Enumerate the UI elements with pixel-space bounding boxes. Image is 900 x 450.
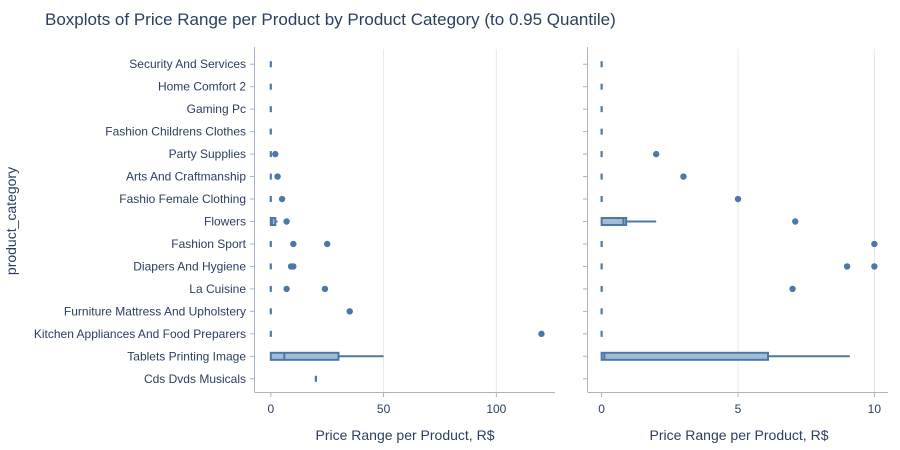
outlier-point [871,263,878,270]
outlier-point [283,285,290,293]
y-tick-label: Fashion Childrens Clothes [105,125,246,139]
y-tick-label: Tablets Printing Image [127,349,246,363]
y-tick-label: Cds Dvds Musicals [144,372,246,386]
outlier-point [272,150,279,158]
y-axis-title: product_category [3,167,19,275]
y-tick-label: Fashion Sport [171,237,246,251]
outlier-point [734,195,742,203]
chart-title: Boxplots of Price Range per Product by P… [45,10,616,29]
x-tick-label-right: 10 [868,402,882,416]
y-tick-label: Kitchen Appliances And Food Preparers [34,327,246,341]
outlier-point [283,218,290,225]
box-iqr [269,217,277,226]
y-tick-label: La Cuisine [189,282,246,296]
outlier-point [680,173,687,180]
outlier-point [792,218,799,225]
outlier-point [346,308,353,315]
outlier-point [274,173,281,180]
y-tick-label: Home Comfort 2 [158,80,246,94]
x-tick-label-right: 0 [598,402,605,416]
outlier-point [321,285,329,293]
x-tick-label-right: 5 [735,402,742,416]
outlier-point [789,285,796,293]
y-tick-label: Arts And Craftmanship [126,170,246,184]
outlier-point [538,330,545,338]
outlier-point [290,240,297,248]
plot-layer: Security And Services Home Comfort 2 Gamin… [34,47,888,416]
y-tick-label: Security And Services [129,57,246,71]
y-tick-label: Diapers And Hygiene [133,259,246,273]
outlier-point [290,263,297,270]
outlier-point [871,240,878,248]
x-tick-label-left: 0 [267,402,274,416]
y-tick-label: Party Supplies [169,147,246,161]
x-tick-label-left: 100 [486,402,506,416]
y-tick-label: Fashio Female Clothing [119,192,246,206]
outlier-point [652,150,660,158]
box-iqr [600,217,628,226]
y-tick-label: Furniture Mattress And Upholstery [64,304,246,318]
outlier-point [323,240,331,248]
x-axis-title-right: Price Range per Product, R$ [650,427,829,443]
outlier-point [843,263,851,270]
x-axis-title-left: Price Range per Product, R$ [316,427,495,443]
outlier-point [278,195,286,203]
box-iqr [269,351,340,361]
box-iqr [600,351,769,361]
y-tick-label: Flowers [204,215,246,229]
y-tick-label: Gaming Pc [187,102,246,116]
x-tick-label-left: 50 [377,402,391,416]
